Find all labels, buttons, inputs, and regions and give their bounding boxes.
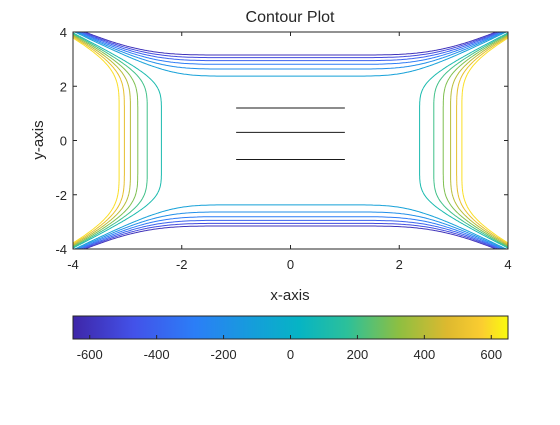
y-axis-label: y-axis <box>30 120 47 159</box>
x-axis-label: x-axis <box>270 287 309 304</box>
x-tick-label: 4 <box>504 257 511 272</box>
contour-level--300 <box>78 31 503 250</box>
colorbar-tick-label: 0 <box>287 347 294 362</box>
colorbar-tick-label: -400 <box>144 347 170 362</box>
x-tick-label: -2 <box>176 257 188 272</box>
colorbar-tick-label: 600 <box>480 347 502 362</box>
x-tick-label: 0 <box>287 257 294 272</box>
y-tick-label: 4 <box>60 25 67 40</box>
colorbar-tick-label: 200 <box>347 347 369 362</box>
x-tick-label: 2 <box>396 257 403 272</box>
contour-level-300 <box>72 34 509 247</box>
y-tick-label: 0 <box>60 134 67 149</box>
colorbar-tick-label: -600 <box>77 347 103 362</box>
x-tick-label: -4 <box>67 257 79 272</box>
chart-title: Contour Plot <box>246 9 335 26</box>
y-tick-label: -2 <box>55 188 67 203</box>
colorbar-tick-label: -200 <box>211 347 237 362</box>
y-tick-label: 2 <box>60 79 67 94</box>
colorbar-tick-label: 400 <box>413 347 435 362</box>
y-tick-label: -4 <box>55 242 67 257</box>
